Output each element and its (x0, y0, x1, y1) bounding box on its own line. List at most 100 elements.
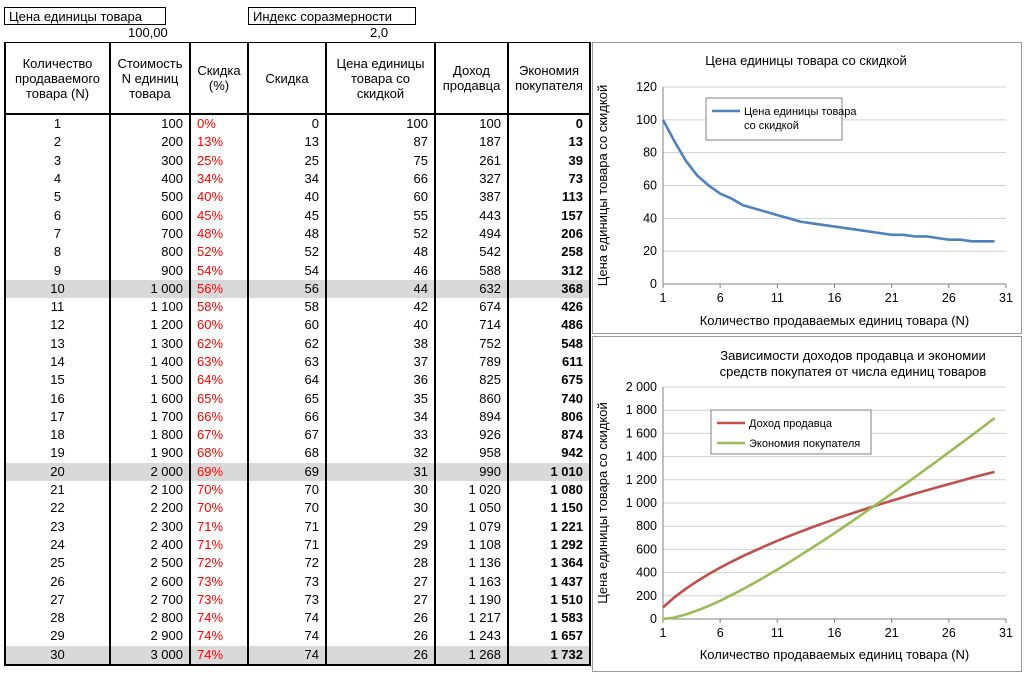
index-value[interactable]: 2,0 (370, 25, 389, 40)
cell-discounted-price: 38 (325, 334, 436, 353)
cell-quantity: 3 (4, 151, 111, 170)
cell-quantity: 20 (4, 462, 111, 481)
cell-cost: 2 400 (109, 535, 191, 555)
cell-buyer-savings: 312 (507, 261, 591, 280)
x-tick-label: 6 (717, 626, 724, 640)
col-header-discount: Скидка (247, 42, 327, 115)
series-line-2 (662, 417, 996, 621)
legend-label-1: Доход продавца (749, 418, 833, 430)
cell-quantity: 22 (4, 499, 111, 518)
table-row: 2 200 13% 13 87 187 13 (4, 133, 591, 152)
cell-discounted-price: 29 (325, 517, 436, 536)
cell-seller-income: 1 108 (434, 535, 509, 555)
cell-buyer-savings: 1 732 (507, 645, 591, 666)
cell-buyer-savings: 486 (507, 316, 591, 335)
col-header-discounted-price: Цена единицы товара со скидкой (325, 42, 436, 115)
table-row: 14 1 400 63% 63 37 789 611 (4, 352, 591, 372)
table-row: 1 100 0% 0 100 100 0 (4, 114, 591, 134)
discount-table: Количество продаваемого товара (N) Стоим… (4, 42, 591, 666)
unit-price-value[interactable]: 100,00 (128, 25, 168, 40)
cell-discounted-price: 55 (325, 206, 436, 225)
cell-discount: 56 (247, 279, 327, 298)
cell-buyer-savings: 806 (507, 407, 591, 427)
cell-cost: 2 800 (109, 609, 191, 628)
table-row: 9 900 54% 54 46 588 312 (4, 261, 591, 280)
table-row: 6 600 45% 45 55 443 157 (4, 206, 591, 225)
cell-discount-pct: 25% (189, 151, 249, 170)
legend-label-2: Экономия покупателя (749, 438, 860, 450)
cell-seller-income: 1 050 (434, 499, 509, 518)
cell-quantity: 27 (4, 590, 111, 610)
x-tick-label: 26 (942, 291, 956, 305)
cell-cost: 2 900 (109, 627, 191, 646)
y-tick-label: 0 (650, 277, 657, 291)
cell-discount-pct: 71% (189, 517, 249, 536)
cell-seller-income: 1 217 (434, 609, 509, 628)
table-row: 7 700 48% 48 52 494 206 (4, 224, 591, 244)
cell-quantity: 26 (4, 572, 111, 591)
cell-discount: 73 (247, 590, 327, 610)
table-row: 17 1 700 66% 66 34 894 806 (4, 407, 591, 427)
y-tick-label: 20 (643, 244, 657, 258)
table-row: 24 2 400 71% 71 29 1 108 1 292 (4, 535, 591, 555)
table-row: 15 1 500 64% 64 36 825 675 (4, 371, 591, 390)
cell-discount: 74 (247, 645, 327, 666)
cell-seller-income: 327 (434, 169, 509, 189)
unit-price-label: Цена единицы товара (4, 7, 166, 25)
cell-seller-income: 674 (434, 297, 509, 317)
cell-discount: 13 (247, 133, 327, 152)
table-row: 16 1 600 65% 65 35 860 740 (4, 389, 591, 408)
cell-discount: 60 (247, 316, 327, 335)
cell-seller-income: 261 (434, 151, 509, 170)
y-tick-label: 2 000 (626, 380, 657, 394)
cell-quantity: 24 (4, 535, 111, 555)
cell-discount: 71 (247, 535, 327, 555)
cell-seller-income: 789 (434, 352, 509, 372)
cell-seller-income: 1 020 (434, 480, 509, 500)
cell-quantity: 4 (4, 169, 111, 189)
cell-discount-pct: 72% (189, 554, 249, 573)
y-tick-label: 1 200 (626, 473, 657, 487)
cell-discount: 54 (247, 261, 327, 280)
cell-discount-pct: 60% (189, 316, 249, 335)
cell-cost: 2 300 (109, 517, 191, 536)
table-row: 10 1 000 56% 56 44 632 368 (4, 279, 591, 298)
cell-buyer-savings: 1 010 (507, 462, 591, 481)
cell-discount: 48 (247, 224, 327, 244)
cell-discounted-price: 60 (325, 188, 436, 207)
cell-discounted-price: 31 (325, 462, 436, 481)
cell-quantity: 18 (4, 426, 111, 445)
cell-discount: 69 (247, 462, 327, 481)
cell-discount: 70 (247, 480, 327, 500)
cell-buyer-savings: 1 150 (507, 499, 591, 518)
cell-discounted-price: 66 (325, 169, 436, 189)
y-tick-label: 800 (636, 519, 657, 533)
cell-cost: 3 000 (109, 645, 191, 666)
cell-quantity: 15 (4, 371, 111, 390)
cell-discount-pct: 74% (189, 627, 249, 646)
cell-seller-income: 825 (434, 371, 509, 390)
cell-quantity: 1 (4, 114, 111, 134)
cell-seller-income: 1 268 (434, 645, 509, 666)
col-header-buyer-savings: Экономия покупателя (507, 42, 591, 115)
cell-discounted-price: 36 (325, 371, 436, 390)
x-tick-label: 16 (828, 291, 842, 305)
col-header-discount-pct: Скидка (%) (189, 42, 249, 115)
cell-seller-income: 494 (434, 224, 509, 244)
cell-discounted-price: 26 (325, 609, 436, 628)
cell-discounted-price: 100 (325, 114, 436, 134)
table-row: 18 1 800 67% 67 33 926 874 (4, 426, 591, 445)
cell-quantity: 16 (4, 389, 111, 408)
cell-discount-pct: 73% (189, 590, 249, 610)
x-tick-label: 31 (999, 291, 1013, 305)
cell-cost: 1 500 (109, 371, 191, 390)
cell-discount-pct: 74% (189, 645, 249, 666)
cell-discount: 40 (247, 188, 327, 207)
cell-discount: 25 (247, 151, 327, 170)
cell-discount: 58 (247, 297, 327, 317)
legend-label-part: Цена единицы товара (744, 106, 857, 118)
table-row: 8 800 52% 52 48 542 258 (4, 243, 591, 262)
cell-discount-pct: 62% (189, 334, 249, 353)
cell-buyer-savings: 206 (507, 224, 591, 244)
